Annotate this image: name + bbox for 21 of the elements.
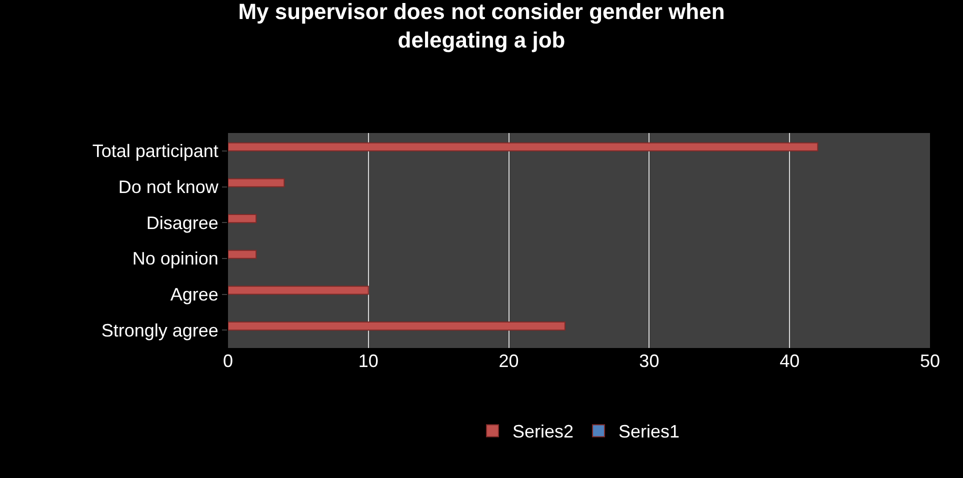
x-tick-label: 50 — [920, 351, 940, 371]
chart-title: My supervisor does not consider gender when delegating a job — [238, 0, 725, 53]
legend-label: Series1 — [618, 422, 680, 442]
bar — [228, 286, 369, 295]
y-tick-label: Disagree — [146, 212, 218, 233]
bar — [228, 142, 818, 152]
y-tick-label: Agree — [170, 284, 218, 305]
legend-label: Series2 — [512, 422, 574, 442]
y-tick-label: Total participant — [92, 141, 218, 162]
y-tick-label: No opinion — [132, 248, 218, 269]
x-tick-label: 20 — [498, 351, 519, 371]
bar — [228, 214, 257, 224]
y-tick-label: Do not know — [118, 177, 220, 198]
x-tick-label: 0 — [222, 351, 234, 371]
bar — [228, 178, 285, 188]
y-tick-label: Strongly agree — [101, 320, 218, 340]
bar — [228, 250, 257, 259]
x-tick-label: 40 — [780, 351, 800, 371]
bar — [228, 322, 566, 331]
x-tick-label: 10 — [358, 351, 378, 371]
x-tick-label: 30 — [639, 351, 660, 371]
